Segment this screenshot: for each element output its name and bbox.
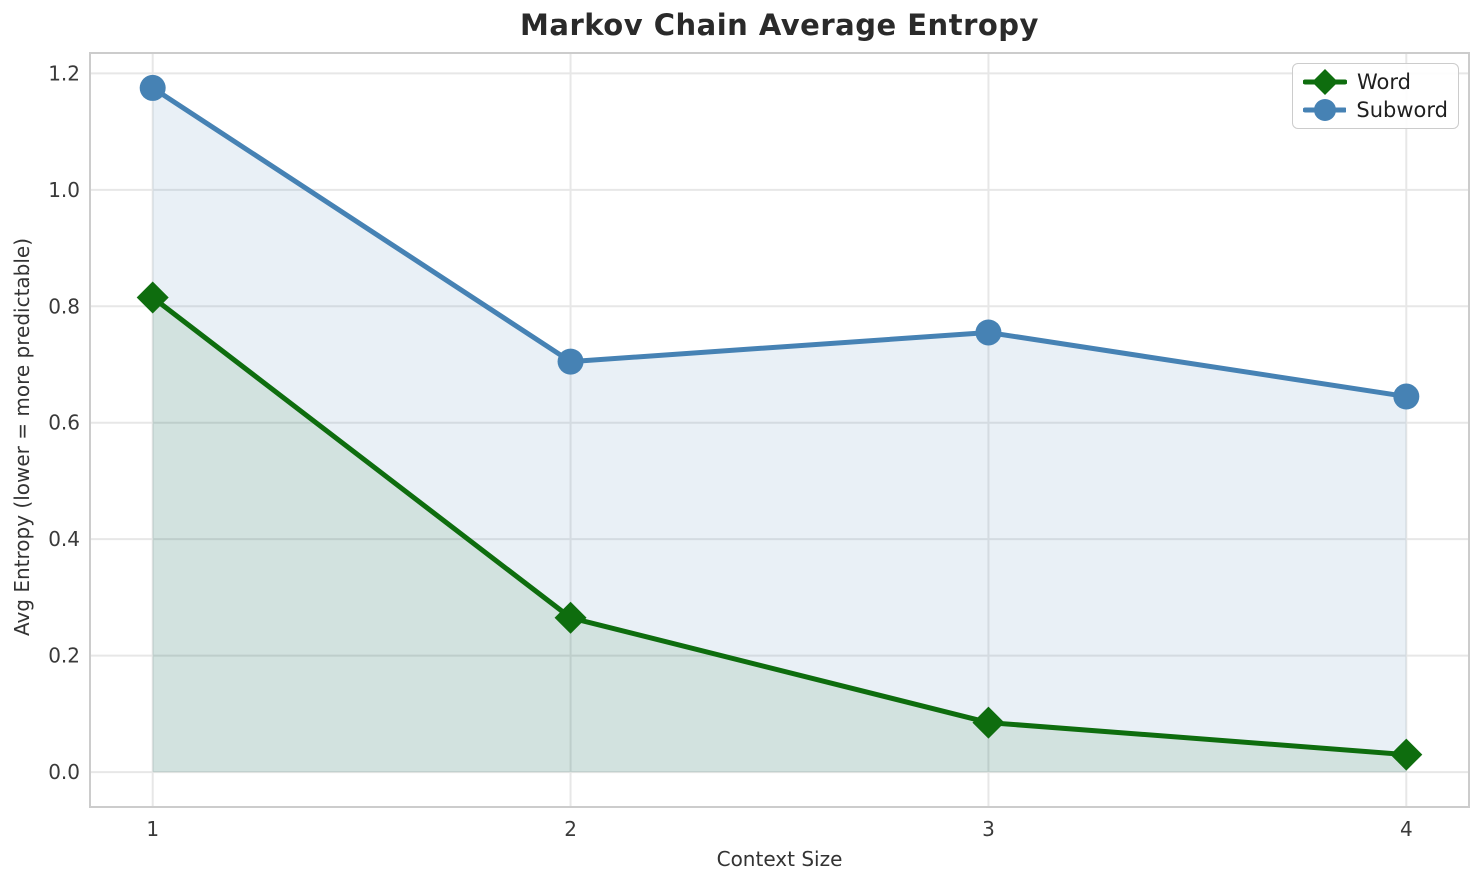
x-tick-label: 2 bbox=[564, 817, 577, 841]
series-line-word bbox=[150, 295, 1409, 758]
legend-label-word: Word bbox=[1357, 70, 1411, 94]
chart-title: Markov Chain Average Entropy bbox=[520, 8, 1039, 42]
data-point-subword bbox=[139, 74, 166, 101]
data-point-word bbox=[136, 281, 169, 314]
y-tick-label: 1.2 bbox=[48, 61, 80, 85]
data-point-word bbox=[972, 706, 1005, 739]
plot-border bbox=[89, 52, 1470, 808]
legend-item-subword: Subword bbox=[1303, 96, 1448, 124]
legend-label-subword: Subword bbox=[1356, 98, 1448, 122]
x-tick-label: 3 bbox=[982, 817, 995, 841]
series-line-subword bbox=[150, 85, 1409, 400]
circle-marker-icon bbox=[1303, 99, 1347, 121]
data-point-subword bbox=[975, 319, 1002, 346]
area-fill-subword bbox=[152, 87, 1407, 773]
y-tick-label: 0.6 bbox=[48, 411, 80, 435]
y-tick-label: 0.8 bbox=[48, 294, 80, 318]
area-fill-word bbox=[152, 297, 1407, 773]
diamond-marker-icon bbox=[1303, 69, 1347, 95]
data-point-word bbox=[1390, 738, 1423, 771]
y-axis-label: Avg Entropy (lower = more predictable) bbox=[10, 237, 34, 637]
y-tick-label: 0.2 bbox=[48, 644, 80, 668]
y-tick-label: 1.0 bbox=[48, 178, 80, 202]
y-tick-label: 0.4 bbox=[48, 527, 80, 551]
y-tick-label: 0.0 bbox=[48, 760, 80, 784]
legend-item-word: Word bbox=[1303, 68, 1448, 96]
x-axis-label: Context Size bbox=[716, 847, 843, 871]
data-point-subword bbox=[1393, 383, 1420, 410]
x-tick-label: 1 bbox=[146, 817, 159, 841]
data-point-word bbox=[554, 601, 587, 634]
x-tick-label: 4 bbox=[1400, 817, 1413, 841]
legend: Word Subword bbox=[1292, 63, 1459, 129]
data-point-subword bbox=[557, 348, 584, 375]
